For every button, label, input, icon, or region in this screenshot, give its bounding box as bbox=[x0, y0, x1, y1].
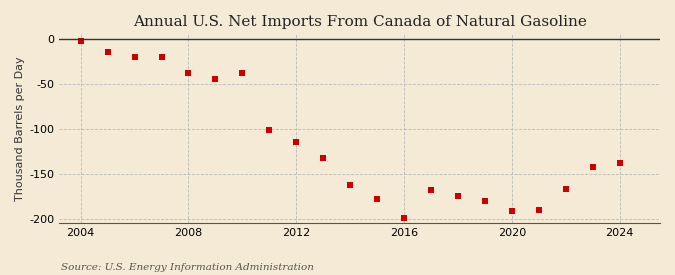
Title: Annual U.S. Net Imports From Canada of Natural Gasoline: Annual U.S. Net Imports From Canada of N… bbox=[133, 15, 587, 29]
Point bbox=[479, 199, 490, 203]
Point bbox=[291, 140, 302, 144]
Text: Source: U.S. Energy Information Administration: Source: U.S. Energy Information Administ… bbox=[61, 263, 314, 271]
Point bbox=[560, 187, 571, 191]
Point bbox=[399, 216, 410, 220]
Point bbox=[533, 207, 544, 212]
Point bbox=[237, 71, 248, 75]
Point bbox=[264, 127, 275, 132]
Y-axis label: Thousand Barrels per Day: Thousand Barrels per Day bbox=[15, 56, 25, 201]
Point bbox=[76, 39, 86, 43]
Point bbox=[318, 155, 329, 160]
Point bbox=[506, 209, 517, 214]
Point bbox=[345, 183, 356, 188]
Point bbox=[129, 55, 140, 59]
Point bbox=[102, 50, 113, 54]
Point bbox=[156, 55, 167, 59]
Point bbox=[425, 188, 436, 192]
Point bbox=[372, 197, 383, 201]
Point bbox=[587, 165, 598, 170]
Point bbox=[210, 77, 221, 81]
Point bbox=[614, 161, 625, 165]
Point bbox=[183, 71, 194, 75]
Point bbox=[452, 194, 463, 198]
